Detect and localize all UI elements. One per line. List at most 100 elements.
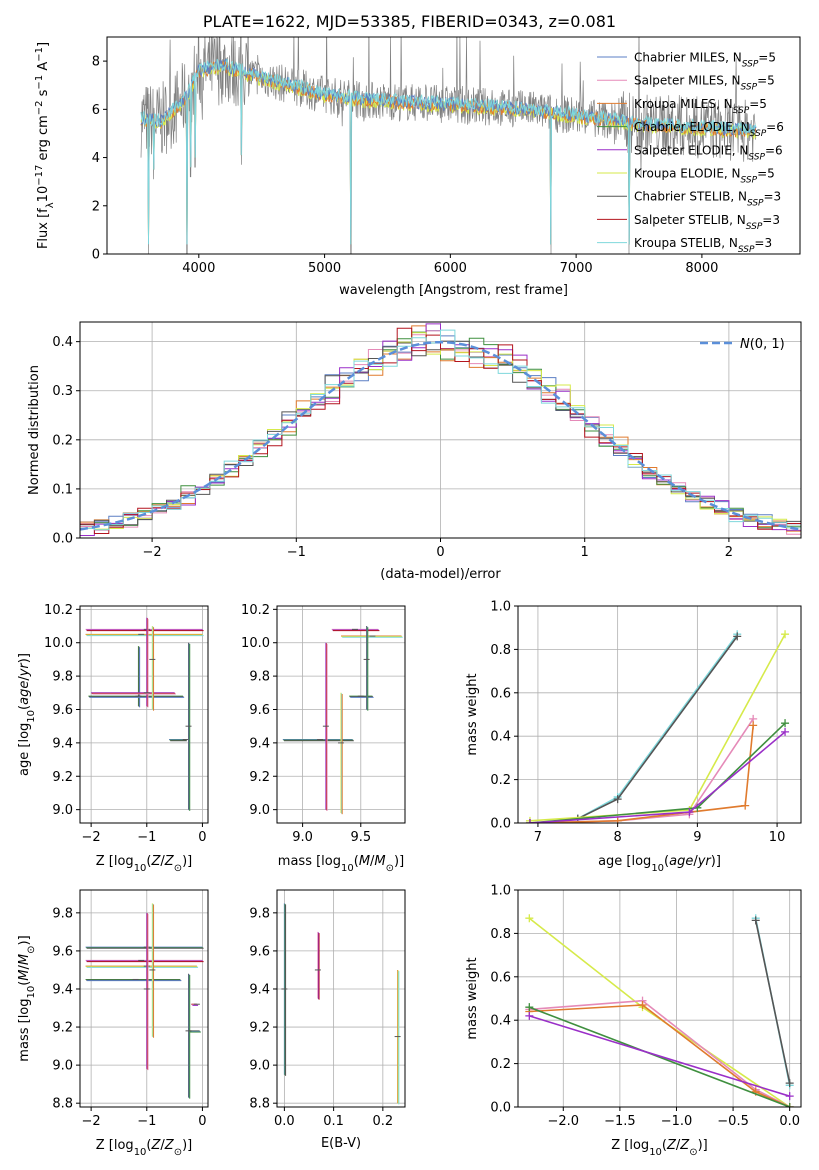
mass-weight-marker (525, 819, 534, 823)
x-tick-label: 0 (436, 545, 444, 560)
label-part: Z (151, 854, 162, 869)
legend-tail: =5 (749, 97, 767, 111)
legend-text: (0, 1) (750, 337, 785, 352)
y-tick-label: 0.4 (490, 730, 511, 745)
label-part: mass [log (17, 998, 32, 1061)
y-tick-label: 4 (92, 151, 100, 166)
x-tick-label: 0.2 (373, 1114, 394, 1129)
y-tick-label: 0.0 (490, 1101, 511, 1116)
label-part: erg cm (36, 115, 51, 164)
legend-sub: SSP (738, 245, 755, 255)
y-tick-label: 9.6 (249, 703, 270, 718)
legend-sub: SSP (747, 199, 764, 209)
label-part: ( (17, 981, 32, 986)
y-tick-label: 0.3 (52, 384, 73, 399)
plot-area-massweight-vs-Z (525, 914, 794, 1107)
y-tick-label: 0.8 (490, 927, 511, 942)
legend-sub: SSP (750, 129, 767, 139)
legend-entry: Kroupa MILES, NSSP=5 (634, 97, 767, 116)
label-part: age (17, 681, 32, 705)
mass-weight-marker (733, 632, 742, 641)
x-tick-label: −2 (143, 545, 162, 560)
axes-frame (79, 889, 209, 1108)
label-part: )] (17, 653, 32, 663)
y-tick-label: 10.2 (241, 603, 270, 618)
y-tick-label: 9.8 (52, 906, 73, 921)
mass-weight-marker (525, 1003, 534, 1012)
mass-weight-marker (613, 816, 622, 823)
label-part: ( (17, 705, 32, 710)
label-part: M (17, 969, 32, 980)
legend-entry: Chabrier MILES, NSSP=5 (634, 51, 776, 70)
label-part: Z (151, 1138, 162, 1153)
legend-sub: SSP (748, 152, 765, 162)
y-tick-label: 9.4 (249, 736, 270, 751)
legend-entry: Kroupa ELODIE, NSSP=5 (634, 167, 775, 186)
y-tick-label: 0.0 (490, 817, 511, 832)
legend-entry: Chabrier STELIB, NSSP=3 (634, 190, 781, 209)
mass-weight-marker (781, 630, 790, 639)
mass-weight-line (529, 718, 754, 823)
axes-frame (517, 605, 802, 824)
axes-frame (106, 36, 801, 255)
legend-tail: =5 (757, 167, 775, 181)
x-tick-label: 4000 (182, 261, 215, 276)
panel-residuals: −2 −1 0 1 2 0.0 0.1 0.2 0.3 0.4 N(0, 1) (data-model… (27, 321, 802, 582)
x-tick-label: −1.0 (661, 1114, 693, 1129)
label-part: ⊙ (26, 945, 37, 953)
legend-sub: SSP (742, 60, 759, 70)
plot-area-mass-vs-Z (85, 903, 204, 1099)
mass-weight-marker (785, 1092, 794, 1101)
mass-weight-line (529, 722, 786, 823)
legend-text: Salpeter MILES, N (634, 74, 741, 88)
x-tick-label: −1 (287, 545, 306, 560)
x-tick-label: 8 (614, 830, 622, 845)
legend-sub: SSP (741, 83, 758, 93)
panel-mass-vs-ebv: 0.0 0.1 0.2 8.8 9.0 9.2 9.4 9.6 9.8 E(B-V) (249, 889, 406, 1151)
axes-frame (276, 889, 406, 1108)
label-part: / (370, 854, 375, 869)
x-tick-label: −2 (82, 830, 101, 845)
panel-massweight-vs-Z: −2.0 −1.5 −1.0 −0.5 0.0 0.0 0.2 0.4 0.6 0.8 1.0 Z [… (465, 884, 802, 1158)
legend-text: Chabrier MILES, N (634, 51, 742, 65)
x-tick-label: −1.5 (604, 1114, 636, 1129)
plot-area-residuals (80, 323, 801, 536)
label-part: M (17, 954, 32, 965)
label-part: )] (182, 1138, 192, 1153)
legend-text: Kroupa ELODIE, N (634, 167, 741, 181)
legend-entry: Chabrier ELODIE, NSSP=6 (634, 120, 784, 139)
label-part: / (160, 1138, 165, 1153)
y-tick-label: 0.2 (490, 773, 511, 788)
x-tick-label: −1 (137, 830, 156, 845)
label-part: age [log (598, 854, 651, 869)
y-tick-label: 2 (92, 199, 100, 214)
label-part: A (36, 62, 51, 75)
y-axis-label: mass weight (465, 957, 480, 1039)
label-part: )] (394, 854, 404, 869)
mass-weight-line (529, 1004, 791, 1107)
x-tick-label: 9 (693, 830, 701, 845)
y-tick-label: 9.0 (52, 803, 73, 818)
y-tick-label: 0.1 (52, 482, 73, 497)
y-tick-label: 9.2 (52, 770, 73, 785)
y-axis-label: Flux [fλ10−17 erg cm−2 s−1 A−1] (34, 42, 56, 249)
x-tick-label: 0.1 (323, 1114, 344, 1129)
x-tick-label: 0 (198, 1114, 206, 1129)
y-tick-label: 9.6 (52, 703, 73, 718)
x-tick-label: 6000 (434, 261, 467, 276)
plot-area-massweight-vs-age (525, 630, 790, 823)
label-part: ( (664, 854, 669, 869)
label-part: ( (354, 854, 359, 869)
mass-weight-marker (785, 1079, 794, 1088)
legend-text: Chabrier STELIB, N (634, 190, 747, 204)
y-tick-label: 9.8 (249, 906, 270, 921)
y-tick-label: 9.4 (52, 982, 73, 997)
legend-sub: SSP (746, 222, 763, 232)
legend-entry: Salpeter STELIB, NSSP=3 (634, 213, 780, 232)
mass-weight-marker (613, 795, 622, 804)
x-tick-label: 10 (769, 830, 786, 845)
mass-weight-marker (781, 727, 790, 736)
y-tick-label: 9.0 (249, 1059, 270, 1074)
